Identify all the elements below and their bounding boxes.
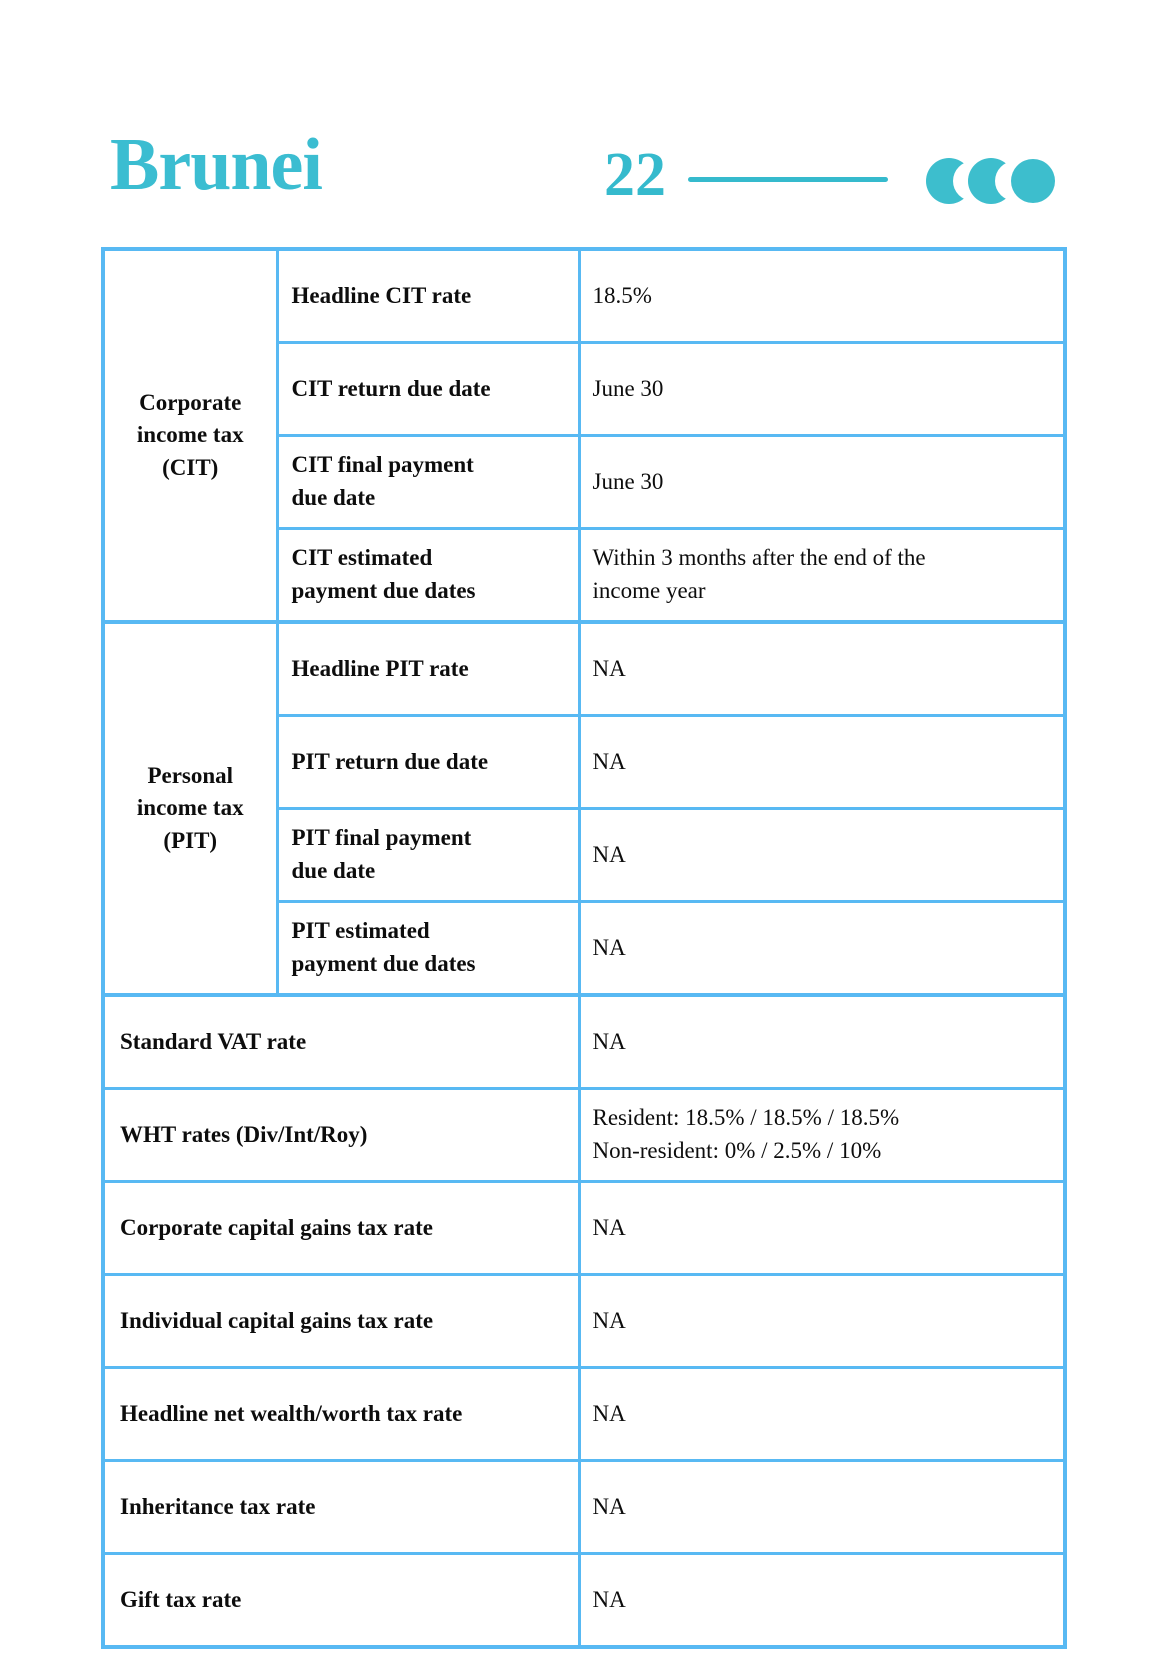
- table-row: Individual capital gains tax rate NA: [101, 1273, 1067, 1369]
- value-cell: NA: [577, 1552, 1067, 1649]
- crescent-icon: [968, 158, 1014, 204]
- tax-summary-table: Corporate income tax (CIT) Headline CIT …: [101, 247, 1067, 1649]
- value-cell: NA: [577, 714, 1067, 810]
- value-cell: NA: [577, 620, 1067, 717]
- value-cell: NA: [577, 900, 1067, 997]
- attr-cell: Headline net wealth/worth tax rate: [101, 1366, 581, 1462]
- table-row: CIT estimated payment due dates Within 3…: [103, 527, 1067, 624]
- table-row: Gift tax rate NA: [101, 1552, 1067, 1649]
- attr-cell: Individual capital gains tax rate: [101, 1273, 581, 1369]
- crescent-icon: [926, 158, 972, 204]
- value-cell: Within 3 months after the end of the inc…: [577, 527, 1067, 624]
- table-row: Corporate capital gains tax rate NA: [101, 1180, 1067, 1276]
- attr-cell: CIT estimated payment due dates: [275, 527, 581, 624]
- attr-cell: Headline PIT rate: [275, 620, 581, 717]
- attr-cell: Corporate capital gains tax rate: [101, 1180, 581, 1276]
- value-cell: June 30: [577, 434, 1067, 530]
- value-cell: June 30: [577, 341, 1067, 437]
- attr-cell: PIT final payment due date: [275, 807, 581, 903]
- value-cell: NA: [577, 1180, 1067, 1276]
- page-number: 22: [604, 141, 666, 209]
- table-row: PIT estimated payment due dates NA: [103, 900, 1067, 997]
- circle-icon: [1011, 159, 1055, 203]
- value-cell: NA: [577, 1273, 1067, 1369]
- table-row: Standard VAT rate NA: [101, 993, 1067, 1090]
- value-cell: NA: [577, 1459, 1067, 1555]
- attr-cell: CIT return due date: [275, 341, 581, 437]
- page-title: Brunei: [110, 124, 323, 206]
- attr-cell: Standard VAT rate: [101, 993, 581, 1090]
- table-row: WHT rates (Div/Int/Roy) Resident: 18.5% …: [101, 1087, 1067, 1183]
- value-cell: NA: [577, 993, 1067, 1090]
- header-rule-line: [688, 177, 888, 182]
- attr-cell: PIT return due date: [275, 714, 581, 810]
- table-row: Inheritance tax rate NA: [101, 1459, 1067, 1555]
- table-row: Corporate income tax (CIT) Headline CIT …: [101, 247, 1067, 624]
- attr-cell: Inheritance tax rate: [101, 1459, 581, 1555]
- table-row: PIT final payment due date NA: [103, 807, 1067, 903]
- table-row: Personal income tax (PIT) Headline PIT r…: [101, 620, 1067, 997]
- group-label-cit: Corporate income tax (CIT): [101, 247, 279, 624]
- attr-cell: Headline CIT rate: [275, 247, 581, 344]
- table-row: CIT final payment due date June 30: [103, 434, 1067, 530]
- table-row: PIT return due date NA: [103, 714, 1067, 810]
- group-label-pit: Personal income tax (PIT): [101, 620, 279, 997]
- attr-cell: CIT final payment due date: [275, 434, 581, 530]
- moon-phases-logo: [926, 158, 1056, 204]
- value-cell: Resident: 18.5% / 18.5% / 18.5% Non-resi…: [577, 1087, 1067, 1183]
- value-cell: NA: [577, 807, 1067, 903]
- value-cell: NA: [577, 1366, 1067, 1462]
- table-row: Headline net wealth/worth tax rate NA: [101, 1366, 1067, 1462]
- attr-cell: PIT estimated payment due dates: [275, 900, 581, 997]
- value-cell: 18.5%: [577, 247, 1067, 344]
- table-row: CIT return due date June 30: [103, 341, 1067, 437]
- attr-cell: WHT rates (Div/Int/Roy): [101, 1087, 581, 1183]
- attr-cell: Gift tax rate: [101, 1552, 581, 1649]
